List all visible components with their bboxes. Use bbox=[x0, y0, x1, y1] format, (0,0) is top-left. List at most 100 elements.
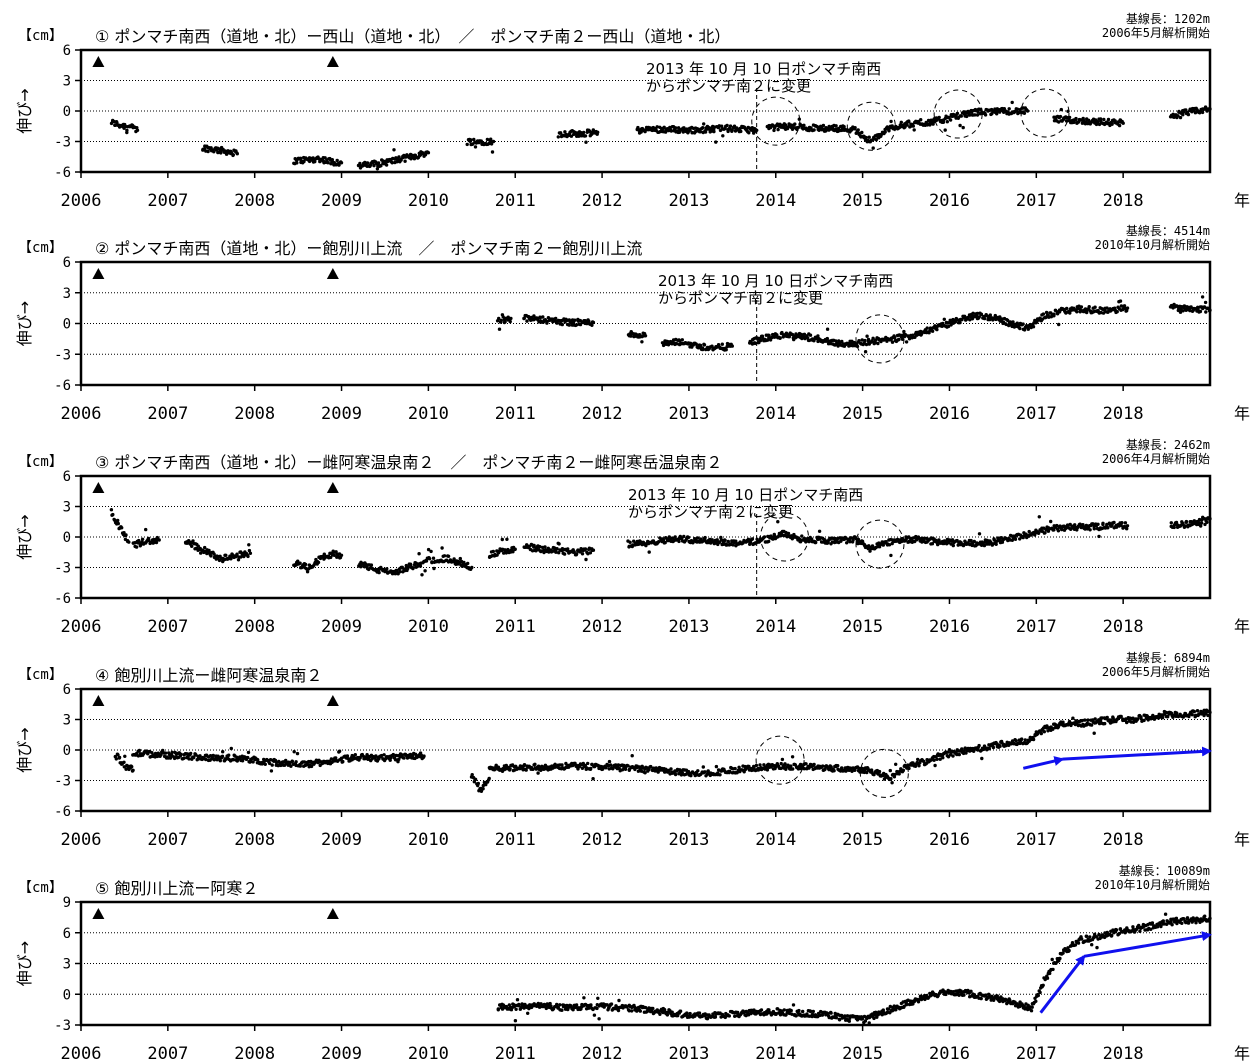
x-tick-label: 2006 bbox=[61, 191, 102, 211]
data-point bbox=[391, 752, 395, 757]
data-point bbox=[229, 746, 233, 751]
data-point bbox=[867, 1021, 871, 1025]
data-point bbox=[871, 146, 875, 150]
data-point bbox=[960, 747, 964, 751]
data-point bbox=[703, 770, 707, 774]
data-point bbox=[720, 342, 724, 346]
data-point bbox=[616, 1008, 621, 1013]
data-point bbox=[417, 552, 421, 556]
data-point bbox=[956, 543, 960, 547]
data-point bbox=[982, 543, 987, 548]
trend-arrow bbox=[1062, 746, 1212, 761]
highlight-circle bbox=[759, 512, 809, 562]
data-point bbox=[955, 752, 959, 757]
data-point bbox=[359, 565, 363, 569]
data-point bbox=[114, 757, 119, 761]
y-tick-label: 6 bbox=[63, 469, 71, 485]
data-point bbox=[227, 753, 231, 757]
data-point bbox=[689, 773, 693, 778]
data-point bbox=[696, 769, 700, 773]
data-point bbox=[812, 128, 816, 132]
eruption-marker bbox=[92, 268, 105, 279]
x-tick-label: 2013 bbox=[668, 830, 709, 850]
y-unit-label: 【cm】 bbox=[18, 667, 63, 683]
data-point bbox=[589, 1003, 593, 1007]
x-tick-label: 2008 bbox=[234, 830, 275, 850]
data-point bbox=[1065, 523, 1070, 527]
data-point bbox=[1008, 320, 1012, 324]
x-tick-label: 2018 bbox=[1103, 617, 1144, 637]
data-point bbox=[1115, 310, 1119, 314]
data-point bbox=[487, 776, 491, 781]
data-point bbox=[219, 151, 223, 155]
data-point bbox=[630, 1009, 634, 1013]
data-point bbox=[497, 327, 502, 331]
data-point bbox=[446, 554, 451, 558]
y-tick-label: 3 bbox=[63, 74, 71, 90]
data-point bbox=[122, 531, 126, 535]
data-point bbox=[658, 1012, 662, 1016]
data-point bbox=[1020, 737, 1024, 741]
eruption-marker bbox=[326, 56, 339, 67]
data-point bbox=[677, 539, 681, 544]
data-point bbox=[713, 1015, 718, 1019]
data-point bbox=[292, 750, 296, 754]
data-point bbox=[1117, 123, 1122, 128]
data-point bbox=[794, 1014, 798, 1018]
data-point bbox=[793, 122, 797, 126]
data-point bbox=[943, 128, 947, 132]
data-point bbox=[779, 766, 783, 771]
data-point bbox=[675, 342, 679, 346]
data-point bbox=[730, 128, 734, 132]
data-point bbox=[628, 540, 632, 544]
data-point bbox=[767, 1008, 771, 1012]
data-point bbox=[358, 756, 362, 760]
data-point bbox=[982, 316, 987, 321]
data-point bbox=[276, 763, 280, 768]
data-point bbox=[1156, 716, 1161, 720]
data-point bbox=[697, 1011, 702, 1015]
x-tick-label: 2007 bbox=[147, 1044, 188, 1061]
data-point bbox=[643, 334, 648, 338]
data-point bbox=[609, 763, 613, 767]
data-point bbox=[1102, 117, 1106, 122]
data-point bbox=[109, 508, 114, 512]
data-point bbox=[560, 763, 564, 767]
x-tick-label: 2007 bbox=[147, 830, 188, 850]
data-point bbox=[580, 552, 585, 556]
data-point bbox=[192, 755, 196, 760]
data-point bbox=[945, 750, 950, 754]
data-point bbox=[633, 767, 637, 772]
chart-2: ② ポンマチ南西（道地・北）ー飽別川上流 ／ ポンマチ南２ー飽別川上流【cm】基… bbox=[15, 223, 1250, 424]
y-tick-label: -3 bbox=[54, 1018, 71, 1034]
data-point bbox=[946, 324, 951, 329]
analysis-start: 2006年5月解析開始 bbox=[1102, 26, 1210, 40]
data-point bbox=[525, 1004, 529, 1008]
x-tick-label: 2009 bbox=[321, 830, 362, 850]
data-point bbox=[137, 748, 142, 753]
data-point bbox=[916, 757, 920, 762]
data-point bbox=[163, 751, 168, 755]
data-point bbox=[991, 745, 996, 750]
data-series bbox=[109, 100, 1212, 171]
data-point bbox=[154, 540, 159, 545]
data-point bbox=[836, 344, 840, 348]
data-point bbox=[703, 130, 708, 134]
data-point bbox=[198, 754, 202, 758]
data-point bbox=[888, 1004, 892, 1009]
data-point bbox=[889, 553, 893, 558]
data-point bbox=[737, 765, 741, 769]
data-point bbox=[427, 557, 432, 561]
data-point bbox=[951, 754, 955, 758]
data-point bbox=[591, 777, 595, 781]
x-tick-label: 2013 bbox=[668, 404, 709, 424]
data-point bbox=[748, 540, 753, 544]
data-point bbox=[557, 542, 561, 546]
data-point bbox=[663, 540, 667, 545]
x-tick-label: 2018 bbox=[1103, 191, 1144, 211]
data-point bbox=[398, 570, 402, 574]
data-point bbox=[556, 135, 560, 139]
data-point bbox=[582, 996, 586, 1000]
data-point bbox=[889, 777, 893, 781]
data-point bbox=[575, 552, 579, 556]
